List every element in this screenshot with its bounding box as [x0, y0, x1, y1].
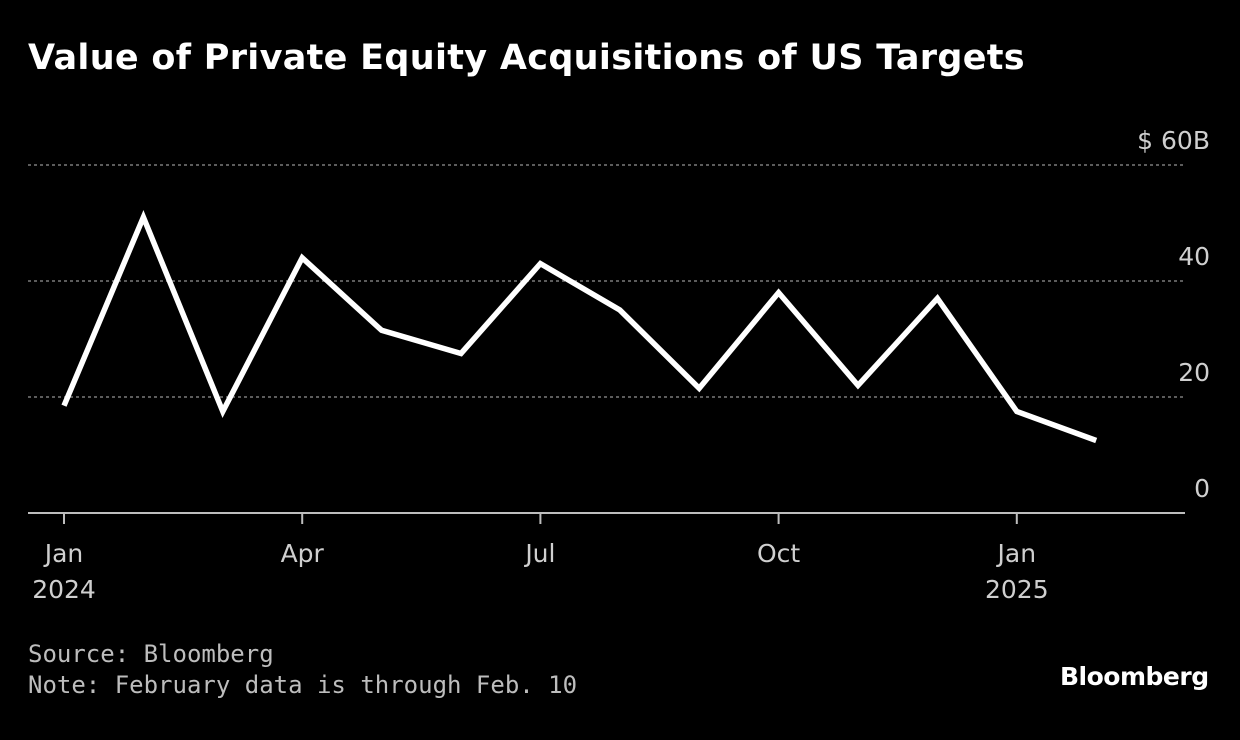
y-tick-label: 20 — [1178, 358, 1210, 387]
bloomberg-logo: Bloomberg — [1060, 662, 1209, 691]
x-tick-label: Jan — [996, 539, 1037, 568]
y-axis-ticks: $ 60B 40 20 0 — [1137, 126, 1210, 503]
chart-title: Value of Private Equity Acquisitions of … — [28, 38, 1025, 78]
series-layer — [61, 210, 1098, 444]
chart-footer: Source: Bloomberg Note: February data is… — [28, 639, 577, 701]
x-tick-label: Oct — [757, 539, 800, 568]
source-note: Source: Bloomberg — [28, 640, 274, 668]
x-axis: Jan 2024 Apr Jul Oct Jan 2025 — [28, 512, 1185, 604]
x-tick-year-label: 2025 — [985, 575, 1049, 604]
x-tick-label: Jul — [523, 539, 555, 568]
x-tick-year-label: 2024 — [32, 575, 96, 604]
y-tick-label: $ 60B — [1137, 126, 1210, 155]
x-tick-label: Apr — [281, 539, 325, 568]
gridlines — [28, 164, 1185, 398]
y-tick-label: 0 — [1194, 474, 1210, 503]
y-tick-label: 40 — [1178, 242, 1210, 271]
data-note: Note: February data is through Feb. 10 — [28, 671, 578, 699]
x-tick-label: Jan — [43, 539, 84, 568]
series-line — [61, 210, 1098, 444]
